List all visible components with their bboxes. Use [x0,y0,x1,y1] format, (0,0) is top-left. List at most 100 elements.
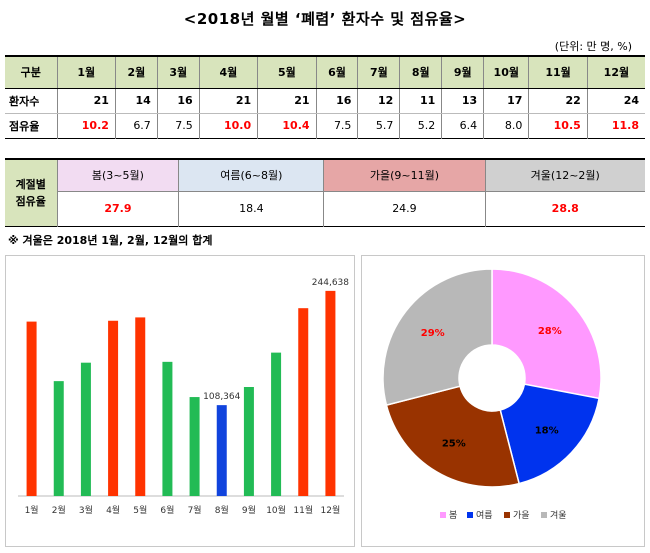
patients-cell: 21 [56,88,116,114]
month-header: 3월 [156,56,200,89]
share-cell: 6.4 [441,113,484,138]
x-tick-label: 5월 [133,504,147,516]
x-tick-label: 12월 [321,504,341,516]
pie-slice [491,268,602,400]
legend-label: 봄 [449,510,457,521]
patients-cell: 14 [114,88,158,114]
share-cell: 5.2 [399,113,442,138]
share-cell: 11.8 [586,113,645,138]
bar [325,290,336,496]
patients-label: 환자수 [5,88,57,114]
pie-slice [385,385,521,488]
monthly-header-row: 구분 1월 2월 3월 4월 5월 6월 7월 8월 9월 10월 11월 12… [5,56,645,89]
share-cell: 8.0 [483,113,529,138]
x-tick-label: 2월 [52,504,66,516]
patients-cell: 12 [357,88,400,114]
footnote: ※ 겨울은 2018년 1월, 2월, 12월의 합계 [8,234,213,247]
legend-swatch [541,512,547,518]
monthly-table: 구분 1월 2월 3월 4월 5월 6월 7월 8월 9월 10월 11월 12… [5,55,645,139]
slice-label: 25% [442,439,466,450]
patients-cell: 22 [528,88,588,114]
share-label: 점유율 [9,119,40,133]
patients-cell: 17 [483,88,529,114]
seasonal-header-line1: 계절별 [15,177,46,191]
legend-swatch [440,512,446,518]
month-header: 5월 [257,56,317,89]
unit-label: (단위: 만 명, %) [554,40,632,53]
bar [80,362,91,496]
patients-cell: 13 [441,88,484,114]
pie-slice [499,383,600,485]
month-header: 6월 [315,56,358,89]
bar-chart-panel: 1월 2월 3월 4월 5월 6월 7월 8월 108,364 9월 10월 11월 12월 244,63… [5,255,355,547]
month-header: 4월 [198,56,258,89]
season-autumn-value: 24.9 [323,190,485,226]
season-spring-header: 봄(3~5월) [56,159,179,191]
x-tick-label: 1월 [25,504,39,516]
season-spring-value: 27.9 [56,190,179,226]
x-tick-label: 10월 [266,504,286,516]
share-cell: 7.5 [156,113,200,138]
seasonal-header-line2: 점유율 [15,194,46,208]
patients-cell: 24 [586,88,645,114]
seasonal-table: 계절별 점유율 봄(3~5월) 여름(6~8월) 가을(9~11월) 겨울(12… [5,158,645,227]
bar [216,405,227,496]
month-header: 8월 [399,56,442,89]
month-header: 2월 [114,56,158,89]
legend-label: 가을 [513,510,530,521]
share-cell: 7.5 [315,113,358,138]
data-label: 244,638 [312,278,349,288]
bar [26,321,37,496]
month-header: 11월 [528,56,588,89]
season-autumn-header: 가을(9~11월) [323,159,485,191]
patients-cell: 21 [198,88,258,114]
legend-swatch [504,512,510,518]
patients-cell: 16 [156,88,200,114]
slice-label: 18% [535,425,559,436]
bar-chart: 1월 2월 3월 4월 5월 6월 7월 8월 108,364 9월 10월 11월 12월 244,63… [18,278,349,516]
month-header: 10월 [483,56,529,89]
patients-row: 환자수 21 14 16 21 21 16 12 11 13 17 22 24 [5,88,645,114]
page-title: <2018년 월별 ‘폐렴’ 환자수 및 점유율> [183,10,467,28]
data-label: 108,364 [203,392,240,402]
legend-label: 겨울 [550,510,567,521]
bar [243,387,254,496]
seasonal-header: 계절별 점유율 [5,159,57,226]
slice-label: 29% [421,328,445,339]
season-value-row: 27.9 18.4 24.9 28.8 [5,190,645,226]
bar [271,352,282,496]
month-header: 12월 [586,56,645,89]
share-cell: 5.7 [357,113,400,138]
bar [162,361,173,496]
share-cell: 10.4 [257,113,317,138]
header-label: 구분 [5,56,57,89]
pie-slice [382,268,493,407]
legend-swatch [467,512,473,518]
season-winter-value: 28.8 [484,190,645,226]
month-header: 1월 [56,56,116,89]
share-row: 점유율 10.2 6.7 7.5 10.0 10.4 7.5 5.7 5.2 6… [5,113,645,138]
x-tick-label: 9월 [242,504,256,516]
bar [53,381,64,496]
month-header: 7월 [357,56,400,89]
x-tick-label: 3월 [79,504,93,516]
pie-chart: 28% 18% 25% 29% 봄 여름 가을 겨울 [382,268,602,521]
season-summer-header: 여름(6~8월) [178,159,324,191]
bar [189,397,200,496]
patients-cell: 21 [257,88,317,114]
share-cell: 10.2 [56,113,116,138]
legend-label: 여름 [476,509,493,521]
season-header-row: 계절별 점유율 봄(3~5월) 여름(6~8월) 가을(9~11월) 겨울(12… [5,159,645,226]
patients-cell: 16 [315,88,358,114]
bar [135,317,146,496]
bar [108,320,119,496]
x-tick-label: 11월 [293,504,313,516]
season-winter-header: 겨울(12~2월) [484,159,645,191]
x-tick-label: 4월 [106,504,120,516]
x-tick-label: 7월 [188,504,202,516]
patients-cell: 11 [399,88,442,114]
pie-chart-panel: 28% 18% 25% 29% 봄 여름 가을 겨울 [361,255,645,547]
share-cell: 10.5 [528,113,588,138]
bar [298,308,309,496]
x-tick-label: 8월 [215,504,229,516]
